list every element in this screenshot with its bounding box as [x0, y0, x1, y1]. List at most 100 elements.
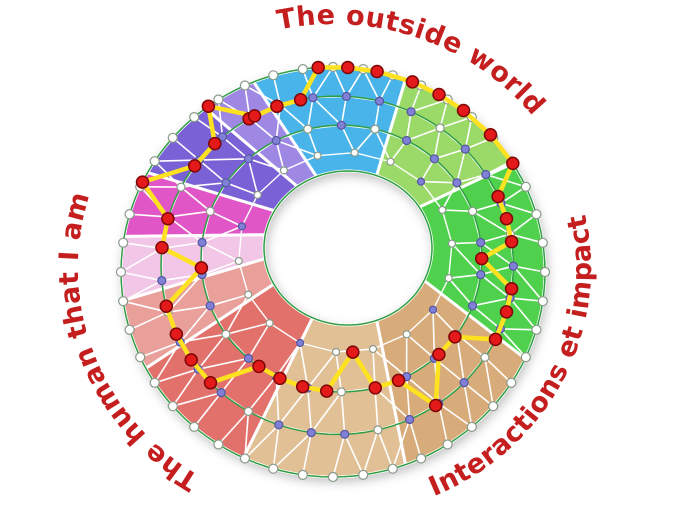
node — [370, 124, 380, 134]
mesh-line — [167, 274, 203, 313]
mesh-line — [463, 382, 473, 428]
mesh-line — [179, 305, 211, 343]
node — [386, 157, 395, 166]
profile-dot — [370, 64, 384, 79]
mesh-line — [456, 148, 467, 183]
node — [115, 266, 127, 278]
mesh-line — [374, 128, 392, 163]
node — [442, 439, 453, 450]
mesh-line — [312, 97, 342, 126]
mesh-line — [122, 279, 163, 302]
node — [340, 429, 350, 439]
mesh-line — [307, 387, 313, 433]
mesh-line — [241, 194, 259, 227]
mesh-line — [480, 265, 514, 276]
node — [405, 414, 415, 425]
profile-dot — [504, 234, 519, 249]
mesh-line — [464, 116, 473, 150]
node — [271, 135, 281, 146]
mesh-line — [120, 271, 162, 282]
node — [297, 63, 308, 75]
profile-dot — [432, 87, 446, 102]
profile-dot — [368, 381, 383, 395]
node — [268, 463, 279, 474]
mesh-line — [372, 348, 408, 378]
mesh-line — [172, 137, 200, 161]
node — [406, 107, 416, 117]
mesh-line — [451, 243, 482, 276]
profile-dot — [432, 347, 446, 362]
node — [118, 237, 129, 248]
node — [358, 469, 369, 480]
profile-dot — [270, 99, 284, 114]
node — [149, 156, 160, 167]
node — [296, 338, 305, 348]
node — [217, 132, 228, 142]
node — [279, 166, 288, 175]
mesh-line — [472, 210, 511, 235]
mesh-line — [238, 226, 243, 262]
mesh-line — [451, 241, 481, 245]
node — [429, 154, 439, 164]
mesh-line — [247, 294, 271, 324]
profile-dot — [491, 189, 505, 204]
node — [373, 425, 383, 435]
mesh-line — [499, 328, 527, 358]
mesh-line — [448, 273, 481, 279]
node — [537, 296, 548, 307]
profile-dot — [346, 345, 360, 359]
mesh-line — [307, 128, 319, 156]
node — [416, 177, 426, 186]
mesh-line — [332, 434, 346, 478]
node — [303, 124, 313, 134]
profile-dot — [247, 109, 262, 123]
node — [244, 290, 253, 299]
mesh-line — [269, 322, 301, 344]
node — [205, 301, 215, 311]
node — [243, 353, 253, 363]
mesh-line — [299, 342, 337, 353]
mesh-line — [332, 66, 348, 97]
node — [481, 169, 491, 180]
mesh-line — [406, 375, 440, 405]
mesh-line — [139, 341, 181, 358]
mesh-line — [272, 424, 280, 469]
mesh-line — [307, 351, 337, 389]
node — [341, 91, 351, 102]
mesh-line — [244, 411, 250, 459]
mesh-line — [198, 357, 249, 370]
mesh-line — [217, 410, 249, 446]
mesh-line — [201, 241, 240, 262]
profile-dot — [499, 305, 514, 319]
node — [239, 453, 250, 464]
mesh-line — [472, 297, 511, 307]
node — [428, 305, 438, 314]
mesh-line — [406, 309, 434, 335]
node — [135, 352, 146, 363]
mesh-line — [406, 333, 435, 360]
node — [537, 237, 548, 248]
mesh-line — [480, 241, 514, 267]
profile-dot — [504, 282, 519, 296]
node — [149, 377, 160, 388]
mesh-line — [209, 293, 249, 307]
mesh-line — [247, 322, 271, 359]
mesh-line — [434, 148, 466, 160]
mesh-line — [283, 155, 318, 172]
mesh-line — [362, 429, 379, 476]
mesh-line — [472, 305, 501, 330]
node — [402, 330, 411, 339]
node — [253, 190, 262, 199]
node — [447, 239, 456, 248]
node — [157, 276, 167, 286]
mesh-line — [154, 341, 181, 384]
mesh-line — [509, 297, 538, 331]
node — [520, 181, 531, 192]
mesh-line — [500, 202, 537, 215]
mesh-line — [172, 391, 222, 407]
node — [531, 209, 542, 220]
mesh-line — [510, 233, 544, 244]
node — [213, 439, 224, 450]
